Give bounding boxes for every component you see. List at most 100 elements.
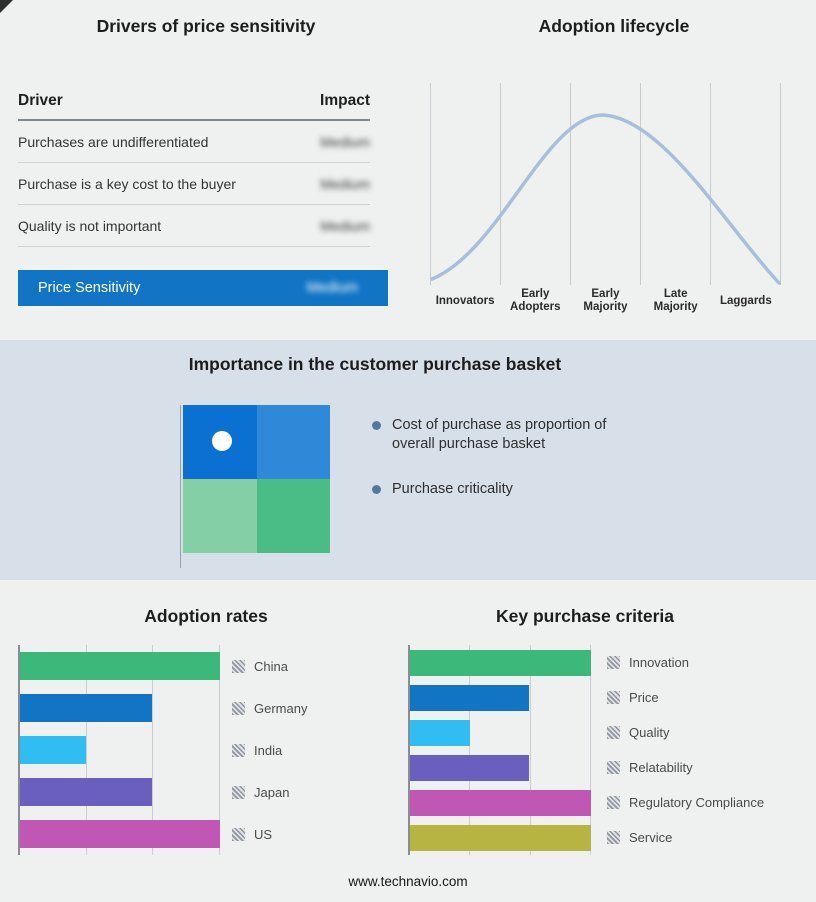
legend-swatch-icon — [232, 659, 245, 673]
bullet-item: Purchase criticality — [372, 480, 634, 499]
footer-url: www.technavio.com — [348, 874, 468, 889]
impact-cell-blurred: Medium — [320, 217, 370, 234]
legend-label: Germany — [254, 700, 308, 716]
gridline — [469, 645, 471, 855]
gridlines — [430, 83, 781, 285]
bar-row-innovation — [410, 645, 591, 680]
legend-label: China — [254, 658, 288, 674]
impact-cell-blurred: Medium — [320, 175, 370, 192]
gridline — [85, 645, 87, 855]
bell-curve-svg — [430, 83, 781, 285]
adoption-rates-title: Adoption rates — [144, 606, 268, 626]
bar-innovation — [410, 649, 591, 676]
gridline — [590, 645, 591, 855]
bar-japan — [20, 778, 152, 806]
stage-label-early-majority: Early Majority — [583, 288, 628, 313]
quadrant-top-right — [256, 405, 330, 479]
legend-label: Service — [629, 830, 673, 845]
legend-swatch-icon — [232, 701, 245, 715]
drivers-table-header: Driver Impact — [18, 92, 370, 121]
position-marker-dot — [212, 431, 232, 451]
key-purchase-criteria-plot — [408, 645, 591, 855]
bell-curve-path — [430, 113, 781, 285]
table-row: Purchases are undifferentiated Medium — [18, 121, 370, 163]
impact-cell-blurred: Medium — [320, 133, 370, 150]
lifecycle-panel-title: Adoption lifecycle — [538, 16, 690, 36]
legend-swatch-icon — [607, 691, 620, 704]
quadrant-bottom-right — [256, 479, 330, 553]
bar-china — [20, 652, 220, 680]
legend-swatch-icon — [607, 831, 620, 844]
drivers-table: Driver Impact Purchases are undifferenti… — [18, 92, 370, 247]
driver-cell: Quality is not important — [18, 217, 162, 234]
bar-germany — [20, 694, 152, 722]
bullet-dot-icon — [372, 485, 381, 494]
gridline — [219, 645, 220, 855]
column-header-driver: Driver — [18, 92, 63, 109]
legend-item-japan: Japan — [232, 771, 402, 813]
basket-bullet-list: Cost of purchase as proportion of overal… — [372, 416, 634, 525]
key-purchase-criteria-legend: Innovation Price Quality Relatability Regula… — [607, 645, 812, 855]
gridline — [529, 645, 531, 855]
bar-row-service — [410, 820, 591, 855]
table-row: Quality is not important Medium — [18, 205, 370, 247]
purchase-basket-band: Importance in the customer purchase bask… — [0, 340, 816, 580]
adoption-rates-plot — [18, 645, 220, 855]
legend-swatch-icon — [232, 827, 245, 841]
stage-label-laggards: Laggards — [719, 294, 772, 307]
legend-item-us: US — [232, 813, 402, 855]
legend-label: Regulatory Compliance — [629, 795, 765, 810]
legend-item-service: Service — [607, 820, 812, 855]
bar-india — [20, 736, 86, 764]
bar-row-india — [20, 729, 220, 771]
adoption-rates-legend: China Germany India Japan US — [232, 645, 402, 855]
purchase-basket-matrix — [183, 405, 330, 553]
bar-row-china — [20, 645, 220, 687]
legend-swatch-icon — [607, 761, 620, 774]
legend-label: Relatability — [629, 760, 693, 775]
bar-us — [20, 820, 220, 848]
legend-label: Innovation — [629, 655, 689, 670]
gridline — [152, 645, 154, 855]
legend-item-germany: Germany — [232, 687, 402, 729]
summary-impact-blurred: Medium — [306, 280, 358, 296]
summary-label: Price Sensitivity — [38, 280, 141, 296]
drivers-panel-title: Drivers of price sensitivity — [96, 16, 316, 36]
bar-price — [410, 684, 530, 711]
quadrant-axis-line — [180, 405, 181, 568]
table-row: Purchase is a key cost to the buyer Medi… — [18, 163, 370, 205]
basket-panel-title: Importance in the customer purchase bask… — [188, 354, 562, 374]
legend-label: US — [254, 826, 273, 842]
bullet-text: Cost of purchase as proportion of overal… — [392, 417, 607, 452]
legend-swatch-icon — [607, 656, 620, 669]
legend-label: Japan — [254, 784, 290, 800]
corner-mark — [0, 0, 13, 13]
legend-swatch-icon — [232, 785, 245, 799]
bullet-dot-icon — [372, 421, 381, 430]
legend-label: Price — [629, 690, 659, 705]
legend-item-regulatory-compliance: Regulatory Compliance — [607, 785, 812, 820]
driver-cell: Purchases are undifferentiated — [18, 133, 209, 150]
bar-row-regulatory-compliance — [410, 785, 591, 820]
stage-label-innovators: Innovators — [435, 294, 495, 307]
legend-item-innovation: Innovation — [607, 645, 812, 680]
legend-item-china: China — [232, 645, 402, 687]
key-purchase-criteria-title: Key purchase criteria — [495, 606, 674, 626]
bar-row-quality — [410, 715, 591, 750]
bar-regulatory-compliance — [410, 789, 591, 816]
bar-service — [410, 824, 591, 851]
legend-item-quality: Quality — [607, 715, 812, 750]
bullet-text: Purchase criticality — [392, 481, 513, 497]
legend-swatch-icon — [232, 743, 245, 757]
legend-item-india: India — [232, 729, 402, 771]
bar-row-relatability — [410, 750, 591, 785]
legend-label: India — [254, 742, 283, 758]
lifecycle-stage-labels: Innovators Early Adopters Early Majority… — [430, 287, 781, 315]
driver-cell: Purchase is a key cost to the buyer — [18, 175, 236, 192]
bar-relatability — [410, 754, 530, 781]
legend-item-relatability: Relatability — [607, 750, 812, 785]
legend-label: Quality — [629, 725, 670, 740]
legend-item-price: Price — [607, 680, 812, 715]
quadrant-bottom-left — [183, 479, 257, 553]
bar-quality — [410, 719, 470, 746]
